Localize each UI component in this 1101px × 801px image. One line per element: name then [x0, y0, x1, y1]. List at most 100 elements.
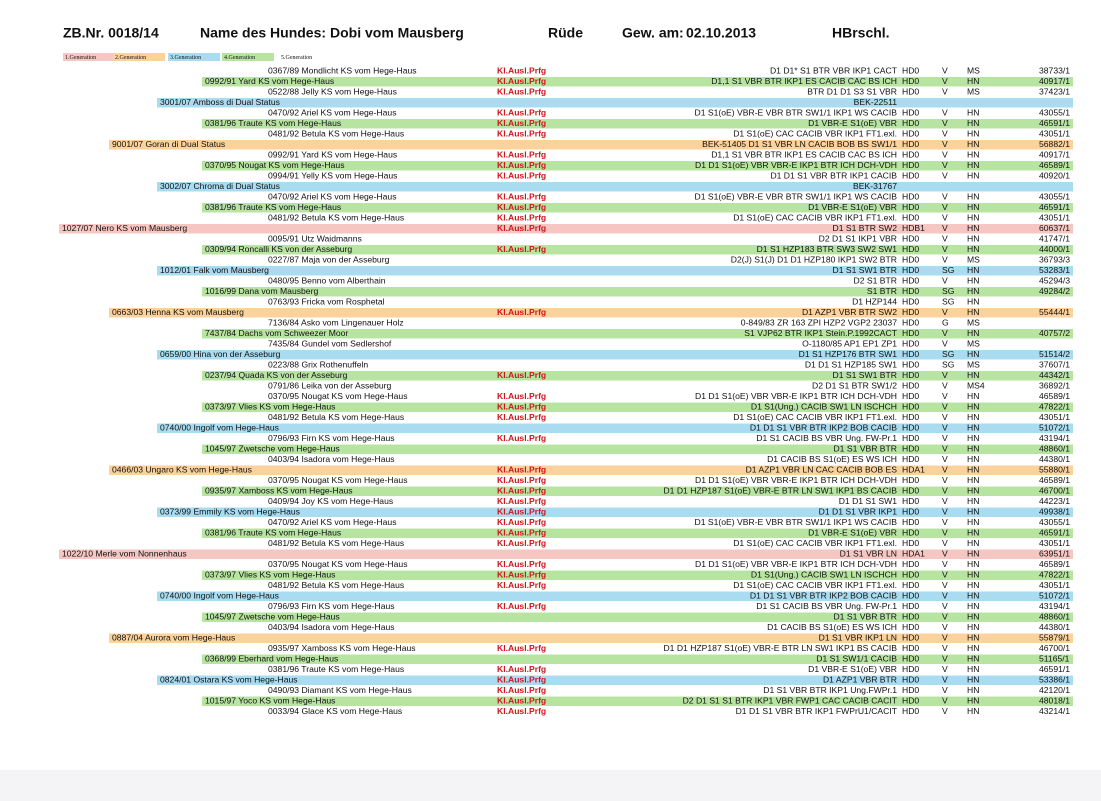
dog-name: 0740/00 Ingolf vom Hege-Haus [160, 423, 279, 433]
form: V [942, 507, 948, 517]
grade: HN [967, 643, 979, 653]
dog-name: 3002/07 Chroma di Dual Status [160, 181, 280, 191]
grade: HN [967, 223, 979, 233]
exam-flag: Kl.Ausl.Prfg [497, 307, 546, 317]
hd: HD0 [902, 66, 919, 76]
results: D1 D1 S1 HZP185 SW1 [805, 360, 897, 370]
dog-name: 0403/94 Isadora vom Hege-Haus [268, 454, 395, 464]
form: V [942, 622, 948, 632]
form: V [942, 234, 948, 244]
grade: HN [967, 706, 979, 716]
hd: HD0 [902, 391, 919, 401]
hd: HD0 [902, 538, 919, 548]
results: D1 CACIB BS S1(oE) ES WS ICH [767, 622, 897, 632]
reg-number: 49938/1 [1039, 507, 1070, 517]
row-band [202, 77, 1073, 87]
dog-name: 0659/00 Hina von der Asseburg [160, 349, 281, 359]
row-band [265, 686, 1073, 696]
form: V [942, 370, 948, 380]
row-band [109, 308, 1073, 318]
reg-number: 43214/1 [1039, 706, 1070, 716]
reg-number: 36892/1 [1039, 381, 1070, 391]
results: D1,1 S1 VBR BTR IKP1 ES CACIB CAC BS ICH [711, 150, 897, 160]
dog-name: 0368/99 Eberhard vom Hege-Haus [205, 654, 338, 664]
results: D1 S1 SW1/1 CACIB [816, 654, 897, 664]
form: V [942, 391, 948, 401]
row-band [157, 507, 1073, 517]
form: SG [942, 360, 955, 370]
legend-swatch [63, 53, 115, 61]
dog-name: 0481/92 Betula KS vom Hege-Haus [268, 538, 404, 548]
form: V [942, 496, 948, 506]
hd: HD0 [902, 381, 919, 391]
grade: HN [967, 307, 979, 317]
legend-swatch [113, 53, 165, 61]
row-band [157, 675, 1073, 685]
results: D1 S1 CACIB BS VBR Ung. FW-Pr.1 [756, 601, 897, 611]
dog-name: 1022/10 Merle vom Nonnenhaus [62, 549, 187, 559]
grade: HN [967, 507, 979, 517]
reg-number: 43051/1 [1039, 538, 1070, 548]
legend-swatch [222, 53, 274, 61]
grade: HN [967, 349, 979, 359]
reg-number: 46591/1 [1039, 202, 1070, 212]
row-band [265, 213, 1073, 223]
hd: HD0 [902, 622, 919, 632]
dog-name: 1045/97 Zwetsche vom Hege-Haus [205, 444, 340, 454]
reg-number: 47822/1 [1039, 402, 1070, 412]
zb-number: ZB.Nr. 0018/14 [63, 25, 159, 41]
pedigree-rows: 0367/89 Mondlicht KS vom Hege-Haus Kl.Aus… [59, 66, 1073, 717]
grade: HN [967, 150, 979, 160]
sex: Rüde [548, 25, 583, 41]
grade: HN [967, 402, 979, 412]
born-date: 02.10.2013 [686, 25, 756, 41]
grade: HN [967, 129, 979, 139]
results: D1 S1(oE) CAC CACIB VBR IKP1 FT1.exl. [733, 213, 897, 223]
hd: HD0 [902, 444, 919, 454]
grade: MS [967, 87, 980, 97]
grade: HN [967, 664, 979, 674]
results: D1 S1(oE) VBR-E VBR BTR SW1/1 IKP1 WS CA… [695, 108, 898, 118]
exam-flag: Kl.Ausl.Prfg [497, 118, 546, 128]
hd: HD0 [902, 528, 919, 538]
form: V [942, 696, 948, 706]
form: V [942, 475, 948, 485]
form: V [942, 244, 948, 254]
row-band [157, 591, 1073, 601]
grade: HN [967, 118, 979, 128]
grade: HN [967, 202, 979, 212]
reg-number: 47822/1 [1039, 570, 1070, 580]
hd: HD0 [902, 192, 919, 202]
row-band [265, 360, 1073, 370]
dog-name: 0373/99 Emmily KS vom Hege-Haus [160, 507, 300, 517]
hd: HD0 [902, 664, 919, 674]
dog-name: 0490/93 Diamant KS vom Hege-Haus [268, 685, 412, 695]
legend-swatch [168, 53, 220, 61]
row-band [265, 560, 1073, 570]
hd: HD0 [902, 685, 919, 695]
exam-flag: Kl.Ausl.Prfg [497, 664, 546, 674]
hd: HD0 [902, 202, 919, 212]
form: V [942, 433, 948, 443]
reg-number: 60637/1 [1039, 223, 1070, 233]
grade: HN [967, 276, 979, 286]
legend-label: 5.Generation [281, 55, 312, 61]
results: 0-849/83 ZR 163 ZPI HZP2 VGP2 23037 [741, 318, 897, 328]
row-band [265, 108, 1073, 118]
hd: HD0 [902, 633, 919, 643]
exam-flag: Kl.Ausl.Prfg [497, 244, 546, 254]
reg-number: 55444/1 [1039, 307, 1070, 317]
row-band [265, 539, 1073, 549]
hd: HD0 [902, 87, 919, 97]
dog-name: 0370/95 Nougat KS vom Hege-Haus [268, 475, 408, 485]
reg-number: 37607/1 [1039, 360, 1070, 370]
form: V [942, 549, 948, 559]
results: D2 D1 S1 S1 BTR IKP1 VBR FWP1 CAC CACIB … [683, 696, 898, 706]
hd: HD0 [902, 213, 919, 223]
dog-name: 0223/88 Grix Rothenuffeln [268, 360, 368, 370]
results: D1 S1 BTR SW2 [833, 223, 898, 233]
grade: HN [967, 685, 979, 695]
hd: HD0 [902, 507, 919, 517]
reg-number: 46591/1 [1039, 118, 1070, 128]
grade: HN [967, 622, 979, 632]
